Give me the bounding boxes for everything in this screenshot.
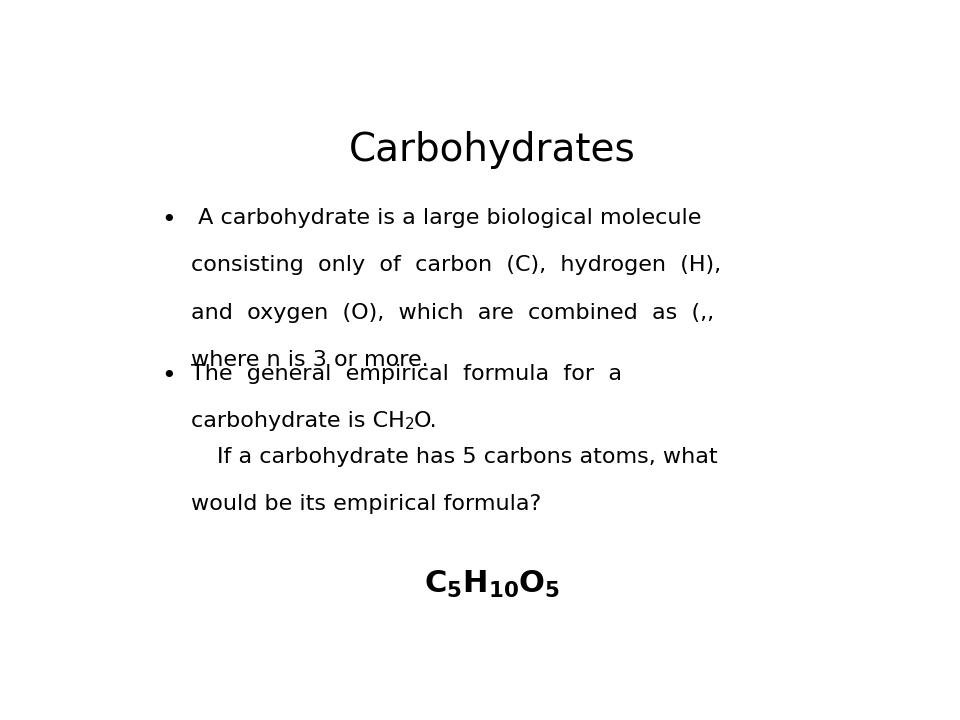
Text: 2: 2 — [404, 418, 414, 433]
Text: where n is 3 or more.: where n is 3 or more. — [191, 350, 428, 370]
Text: O.: O. — [414, 410, 438, 431]
Text: •: • — [161, 364, 176, 387]
Text: and  oxygen  (O),  which  are  combined  as  (,,: and oxygen (O), which are combined as (,… — [191, 302, 714, 323]
Text: If a carbohydrate has 5 carbons atoms, what: If a carbohydrate has 5 carbons atoms, w… — [217, 446, 717, 467]
Text: •: • — [161, 208, 176, 233]
Text: carbohydrate is CH: carbohydrate is CH — [191, 410, 404, 431]
Text: consisting  only  of  carbon  (C),  hydrogen  (H),: consisting only of carbon (C), hydrogen … — [191, 256, 721, 276]
Text: Carbohydrates: Carbohydrates — [348, 131, 636, 168]
Text: $\mathbf{C_5H_{10}O_5}$: $\mathbf{C_5H_{10}O_5}$ — [423, 569, 561, 600]
Text: The  general  empirical  formula  for  a: The general empirical formula for a — [191, 364, 622, 384]
Text: would be its empirical formula?: would be its empirical formula? — [191, 494, 540, 514]
Text: A carbohydrate is a large biological molecule: A carbohydrate is a large biological mol… — [191, 208, 701, 228]
